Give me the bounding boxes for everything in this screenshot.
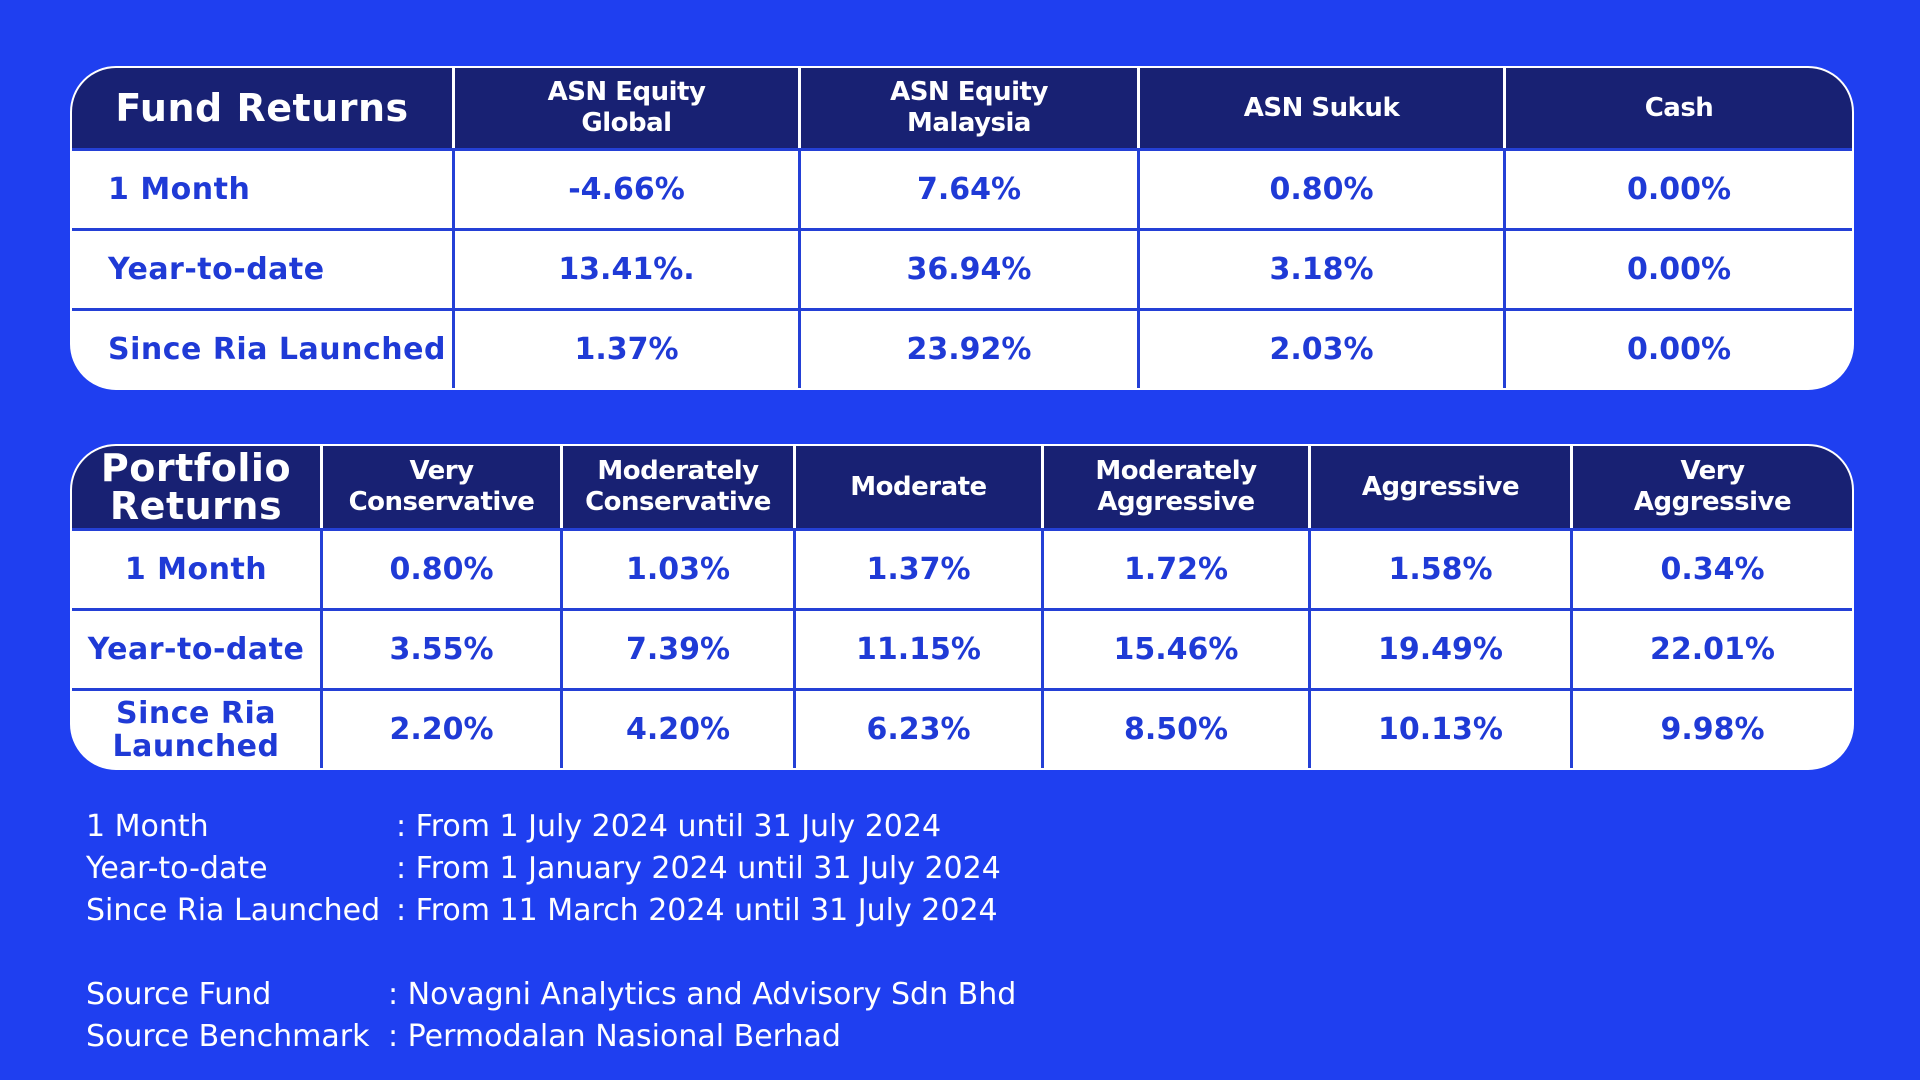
note-description: : Novagni Analytics and Advisory Sdn Bhd [388,977,1017,1012]
table-cell: 0.00% [1503,308,1852,388]
note-row: Since Ria Launched : From 11 March 2024 … [86,890,1001,932]
column-header: ASN Equity Malaysia [798,68,1137,148]
table-cell: 0.80% [320,528,560,608]
fund-returns-title: Fund Returns [72,68,452,148]
table-cell: 4.20% [560,688,793,768]
portfolio-returns-table: Portfolio Returns Very Conservative Mode… [70,444,1854,770]
note-row: Source Benchmark : Permodalan Nasional B… [86,1016,1016,1058]
note-row: Source Fund : Novagni Analytics and Advi… [86,974,1016,1016]
table-row: 1 Month -4.66% 7.64% 0.80% 0.00% [72,148,1852,228]
column-header: Aggressive [1308,446,1570,528]
row-label: 1 Month [72,148,452,228]
table-cell: 36.94% [798,228,1137,308]
table-cell: 1.37% [452,308,798,388]
table-cell: -4.66% [452,148,798,228]
note-description: : From 11 March 2024 until 31 July 2024 [396,893,998,928]
table-cell: 6.23% [793,688,1041,768]
note-description: : From 1 July 2024 until 31 July 2024 [396,809,942,844]
table-cell: 15.46% [1041,608,1308,688]
note-description: : From 1 January 2024 until 31 July 2024 [396,851,1001,886]
table-cell: 11.15% [793,608,1041,688]
note-term: Source Fund [86,977,272,1012]
table-cell: 7.64% [798,148,1137,228]
row-label: Since Ria Launched [72,308,452,388]
column-header-line: Moderately Aggressive [1095,456,1257,517]
column-header: Very Conservative [320,446,560,528]
note-row: Year-to-date : From 1 January 2024 until… [86,848,1001,890]
column-header-line: Cash [1644,92,1714,123]
column-header-line: Moderate [850,471,987,502]
table-cell: 9.98% [1570,688,1852,768]
table-cell: 1.72% [1041,528,1308,608]
table-cell: 23.92% [798,308,1137,388]
fund-returns-header-row: Fund Returns ASN Equity Global ASN Equit… [72,68,1852,148]
note-term: Since Ria Launched [86,893,381,928]
source-definitions: Source Fund : Novagni Analytics and Advi… [86,974,1016,1058]
note-term: Source Benchmark [86,1019,370,1054]
column-header: Moderate [793,446,1041,528]
column-header: ASN Sukuk [1137,68,1503,148]
table-cell: 8.50% [1041,688,1308,768]
column-header-line: ASN Equity Global [547,77,706,138]
table-cell: 22.01% [1570,608,1852,688]
column-header-line: ASN Equity Malaysia [890,77,1048,138]
period-definitions: 1 Month : From 1 July 2024 until 31 July… [86,806,1001,932]
row-label: Year-to-date [72,608,320,688]
row-label: 1 Month [72,528,320,608]
note-row: 1 Month : From 1 July 2024 until 31 July… [86,806,1001,848]
table-row: 1 Month 0.80% 1.03% 1.37% 1.72% 1.58% 0.… [72,528,1852,608]
fund-returns-table: Fund Returns ASN Equity Global ASN Equit… [70,66,1854,390]
note-description: : Permodalan Nasional Berhad [388,1019,841,1054]
portfolio-returns-title-text: Portfolio Returns [100,446,292,528]
table-cell: 0.00% [1503,148,1852,228]
table-cell: 19.49% [1308,608,1570,688]
row-label: Year-to-date [72,228,452,308]
table-cell: 10.13% [1308,688,1570,768]
column-header: Cash [1503,68,1852,148]
table-cell: 2.20% [320,688,560,768]
table-cell: 0.00% [1503,228,1852,308]
column-header-line: Very Conservative [348,456,535,517]
column-header-line: Aggressive [1361,471,1520,502]
column-header-line: ASN Sukuk [1243,92,1400,123]
column-header: Very Aggressive [1570,446,1852,528]
portfolio-returns-title: Portfolio Returns [72,446,320,528]
note-term: Year-to-date [86,851,268,886]
table-cell: 1.58% [1308,528,1570,608]
table-cell: 2.03% [1137,308,1503,388]
table-row: Year-to-date 13.41%. 36.94% 3.18% 0.00% [72,228,1852,308]
table-cell: 13.41%. [452,228,798,308]
table-row: Since Ria Launched 1.37% 23.92% 2.03% 0.… [72,308,1852,388]
table-cell: 0.34% [1570,528,1852,608]
table-cell: 0.80% [1137,148,1503,228]
table-cell: 1.03% [560,528,793,608]
table-row: Since Ria Launched 2.20% 4.20% 6.23% 8.5… [72,688,1852,768]
column-header: Moderately Conservative [560,446,793,528]
row-label: Since Ria Launched [72,688,320,768]
row-label-text: Since Ria Launched [112,695,280,764]
table-row: Year-to-date 3.55% 7.39% 11.15% 15.46% 1… [72,608,1852,688]
note-term: 1 Month [86,809,209,844]
column-header: ASN Equity Global [452,68,798,148]
table-cell: 1.37% [793,528,1041,608]
table-cell: 3.18% [1137,228,1503,308]
column-header: Moderately Aggressive [1041,446,1308,528]
column-header-line: Moderately Conservative [585,456,771,517]
portfolio-returns-header-row: Portfolio Returns Very Conservative Mode… [72,446,1852,528]
table-cell: 7.39% [560,608,793,688]
table-cell: 3.55% [320,608,560,688]
column-header-line: Very Aggressive [1633,456,1792,517]
